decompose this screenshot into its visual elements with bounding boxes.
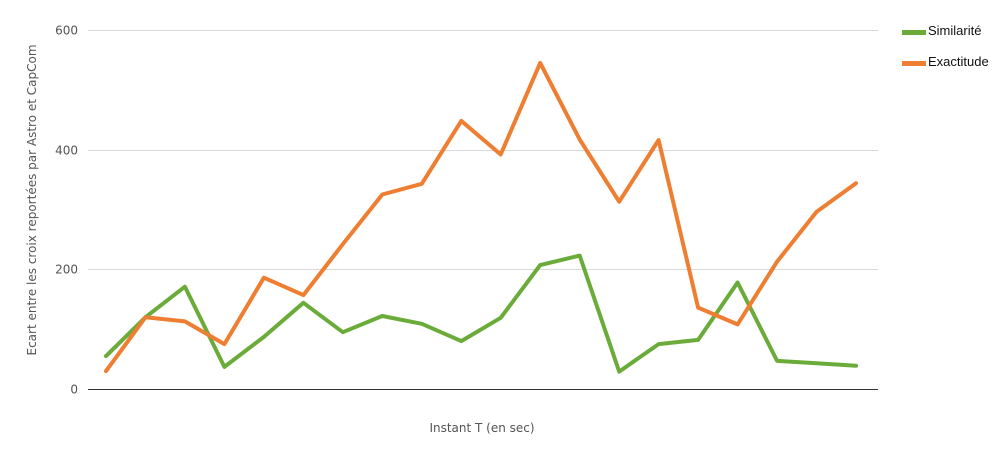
legend: Similarité Exactitude — [902, 23, 989, 69]
y-axis-title: Ecart entre les croix reportées par Astr… — [25, 44, 39, 355]
legend-label: Similarité — [928, 23, 981, 38]
series-line-exactitude — [104, 60, 858, 374]
y-tick-label: 200 — [55, 263, 78, 277]
legend-label: Exactitude — [928, 54, 989, 69]
legend-swatch — [902, 30, 926, 35]
gridlines — [88, 30, 878, 270]
legend-swatch — [902, 61, 926, 66]
y-tick-label: 0 — [70, 383, 78, 397]
x-axis-title: Instant T (en sec) — [429, 421, 534, 435]
series — [104, 60, 858, 374]
y-tick-label: 400 — [55, 144, 78, 158]
y-axis-ticks: 0 200 400 600 — [55, 24, 78, 397]
series-line-similarite — [104, 253, 858, 374]
y-tick-label: 600 — [55, 24, 78, 38]
